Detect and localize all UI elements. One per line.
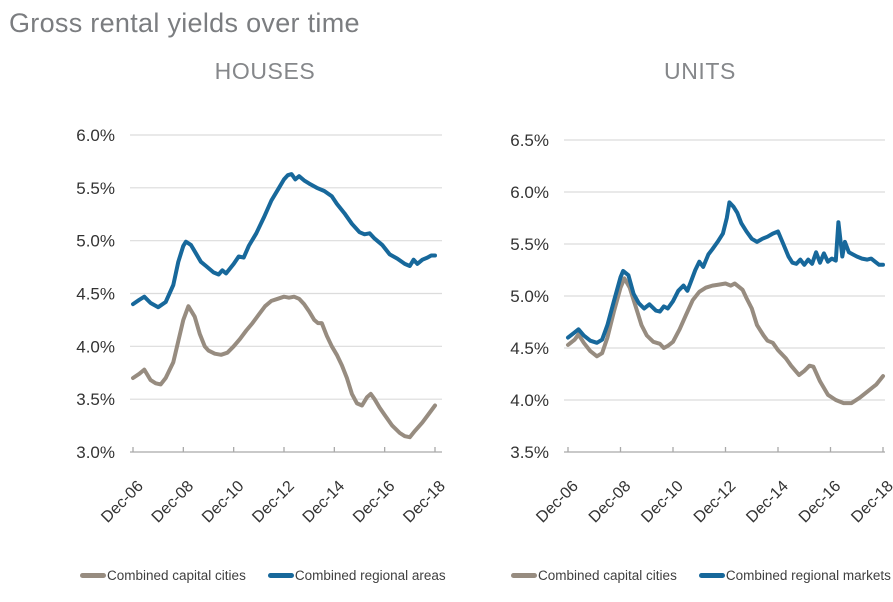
y-tick-label: 6.5% bbox=[510, 131, 549, 150]
y-tick-label: 5.5% bbox=[510, 235, 549, 254]
units-legend: Combined capital cities Combined regiona… bbox=[511, 563, 893, 587]
y-tick-label: 5.0% bbox=[76, 232, 115, 251]
x-tick-label: Dec-08 bbox=[149, 478, 198, 527]
units-chart-title: UNITS bbox=[664, 58, 736, 84]
regional-markets-line-swatch bbox=[698, 572, 725, 578]
capital-cities-line-swatch bbox=[80, 572, 106, 578]
houses-chart-title: HOUSES bbox=[214, 58, 316, 84]
page-title: Gross rental yields over time bbox=[9, 8, 360, 38]
y-tick-label: 3.5% bbox=[510, 443, 549, 462]
legend-item-regional-areas: Combined regional areas bbox=[267, 567, 446, 583]
y-tick-label: 3.0% bbox=[76, 443, 115, 462]
y-tick-label: 5.0% bbox=[510, 287, 549, 306]
legend-label: Combined regional areas bbox=[294, 567, 446, 583]
x-tick-label: Dec-06 bbox=[98, 478, 147, 527]
combined-regional-areas-line bbox=[131, 172, 437, 310]
legend-label: Combined capital cities bbox=[107, 567, 246, 583]
y-tick-label: 4.0% bbox=[510, 391, 549, 410]
legend-label: Combined capital cities bbox=[538, 567, 677, 583]
y-tick-label: 5.5% bbox=[76, 179, 115, 198]
legend-item-capital-cities: Combined capital cities bbox=[511, 568, 677, 583]
x-tick-label: Dec-14 bbox=[743, 478, 792, 527]
x-tick-label: Dec-08 bbox=[586, 478, 635, 527]
x-tick-label: Dec-12 bbox=[249, 478, 298, 527]
combined-capital-cities-line bbox=[131, 294, 437, 440]
x-tick-label: Dec-06 bbox=[533, 478, 582, 527]
legend-label: Combined regional markets bbox=[725, 567, 891, 583]
y-tick-label: 6.0% bbox=[510, 183, 549, 202]
legend-item-capital-cities: Combined capital cities bbox=[80, 568, 246, 583]
x-tick-label: Dec-10 bbox=[199, 478, 248, 527]
x-tick-label: Dec-10 bbox=[638, 478, 687, 527]
combined-capital-cities-line bbox=[566, 276, 885, 406]
legend-item-regional-markets: Combined regional markets bbox=[698, 567, 891, 583]
capital-cities-line-swatch bbox=[511, 572, 537, 578]
y-tick-label: 6.0% bbox=[76, 126, 115, 145]
x-tick-label: Dec-14 bbox=[300, 478, 349, 527]
y-tick-label: 4.5% bbox=[510, 339, 549, 358]
y-tick-label: 4.5% bbox=[76, 285, 115, 304]
x-tick-label: Dec-18 bbox=[848, 478, 893, 527]
x-tick-label: Dec-18 bbox=[400, 478, 449, 527]
x-tick-label: Dec-12 bbox=[691, 478, 740, 527]
x-tick-label: Dec-16 bbox=[350, 478, 399, 527]
combined-regional-markets-line bbox=[566, 200, 885, 345]
y-tick-label: 4.0% bbox=[76, 337, 115, 356]
x-tick-label: Dec-16 bbox=[796, 478, 845, 527]
y-tick-label: 3.5% bbox=[76, 390, 115, 409]
regional-areas-line-swatch bbox=[267, 572, 294, 578]
houses-legend: Combined capital cities Combined regiona… bbox=[80, 563, 468, 587]
